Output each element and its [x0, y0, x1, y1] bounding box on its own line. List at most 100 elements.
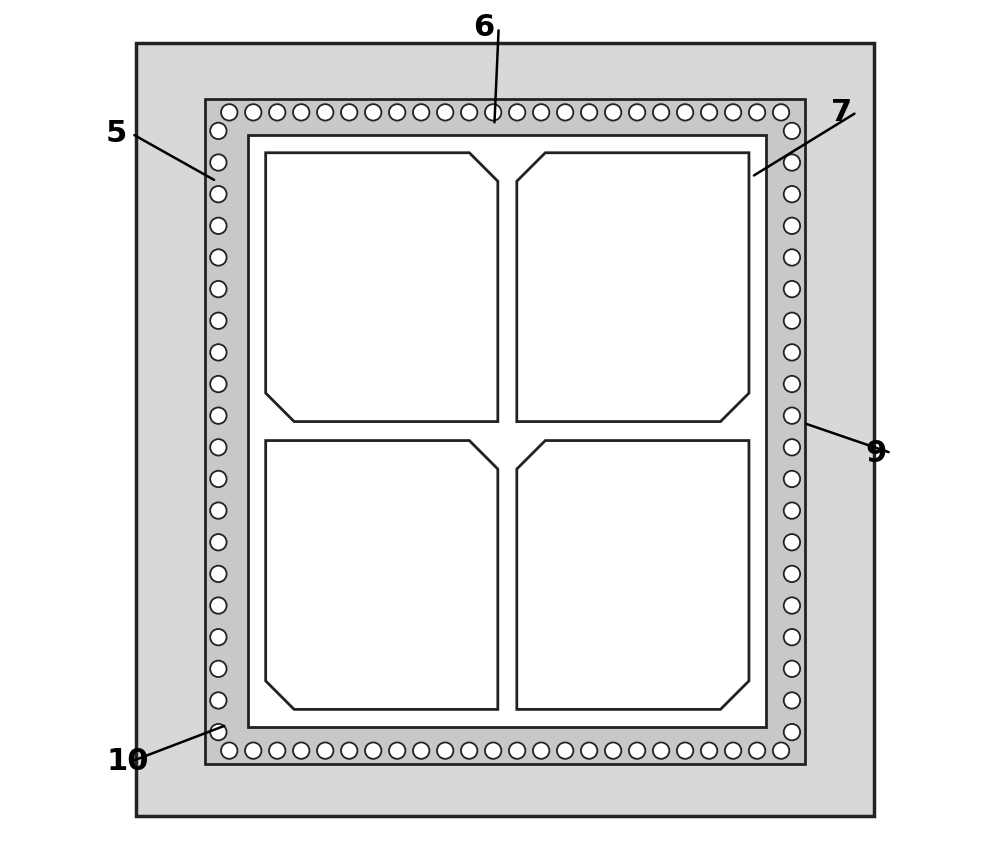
Circle shape: [629, 742, 645, 759]
Circle shape: [210, 661, 226, 677]
Text: 6: 6: [473, 13, 494, 42]
Circle shape: [509, 742, 525, 759]
Circle shape: [210, 312, 226, 329]
Circle shape: [210, 597, 226, 614]
Polygon shape: [266, 440, 498, 709]
Circle shape: [317, 104, 333, 121]
Circle shape: [677, 104, 693, 121]
Circle shape: [784, 597, 800, 614]
Circle shape: [293, 104, 310, 121]
Circle shape: [784, 123, 800, 139]
Circle shape: [784, 154, 800, 171]
Circle shape: [784, 249, 800, 266]
Circle shape: [210, 502, 226, 519]
Circle shape: [210, 123, 226, 139]
Circle shape: [533, 104, 549, 121]
Text: 10: 10: [106, 746, 149, 776]
Circle shape: [784, 407, 800, 424]
Circle shape: [580, 742, 598, 759]
Circle shape: [533, 742, 549, 759]
Circle shape: [784, 312, 800, 329]
Circle shape: [784, 724, 800, 740]
Circle shape: [210, 534, 226, 551]
Circle shape: [210, 724, 226, 740]
Circle shape: [773, 742, 790, 759]
Text: 5: 5: [106, 119, 128, 148]
Circle shape: [784, 217, 800, 234]
Circle shape: [784, 281, 800, 298]
Circle shape: [784, 502, 800, 519]
Circle shape: [725, 742, 741, 759]
Circle shape: [557, 742, 573, 759]
Circle shape: [701, 104, 717, 121]
Bar: [136, 43, 874, 816]
Circle shape: [221, 104, 237, 121]
Circle shape: [269, 104, 286, 121]
Circle shape: [437, 742, 454, 759]
Circle shape: [509, 104, 525, 121]
Circle shape: [245, 742, 262, 759]
Circle shape: [461, 742, 478, 759]
Circle shape: [210, 217, 226, 234]
Circle shape: [210, 439, 226, 456]
Circle shape: [221, 742, 237, 759]
Circle shape: [773, 104, 790, 121]
Circle shape: [784, 566, 800, 582]
Circle shape: [485, 104, 501, 121]
Polygon shape: [517, 440, 748, 709]
Circle shape: [784, 439, 800, 456]
Circle shape: [784, 629, 800, 646]
Circle shape: [389, 104, 405, 121]
Polygon shape: [517, 153, 748, 421]
Circle shape: [210, 186, 226, 202]
Circle shape: [210, 471, 226, 487]
Circle shape: [413, 742, 430, 759]
Circle shape: [784, 376, 800, 392]
Circle shape: [245, 104, 262, 121]
Circle shape: [210, 281, 226, 298]
Circle shape: [210, 407, 226, 424]
Circle shape: [341, 104, 357, 121]
Circle shape: [389, 742, 405, 759]
Circle shape: [210, 692, 226, 709]
Circle shape: [748, 104, 766, 121]
Circle shape: [293, 742, 310, 759]
Circle shape: [784, 344, 800, 361]
Circle shape: [485, 742, 501, 759]
Circle shape: [580, 104, 598, 121]
Circle shape: [784, 692, 800, 709]
Circle shape: [784, 471, 800, 487]
Circle shape: [725, 104, 741, 121]
Circle shape: [784, 534, 800, 551]
Bar: [248, 135, 767, 727]
Bar: [205, 99, 805, 764]
Circle shape: [210, 629, 226, 646]
Circle shape: [365, 104, 381, 121]
Circle shape: [605, 104, 622, 121]
Circle shape: [629, 104, 645, 121]
Circle shape: [210, 376, 226, 392]
Circle shape: [269, 742, 286, 759]
Text: 7: 7: [831, 98, 852, 127]
Circle shape: [437, 104, 454, 121]
Circle shape: [557, 104, 573, 121]
Circle shape: [210, 249, 226, 266]
Circle shape: [461, 104, 478, 121]
Circle shape: [210, 566, 226, 582]
Circle shape: [701, 742, 717, 759]
Circle shape: [784, 661, 800, 677]
Circle shape: [413, 104, 430, 121]
Circle shape: [341, 742, 357, 759]
Text: 9: 9: [865, 438, 887, 468]
Circle shape: [210, 344, 226, 361]
Circle shape: [210, 154, 226, 171]
Circle shape: [605, 742, 622, 759]
Circle shape: [677, 742, 693, 759]
Circle shape: [653, 104, 669, 121]
Circle shape: [748, 742, 766, 759]
Circle shape: [317, 742, 333, 759]
Polygon shape: [266, 153, 498, 421]
Circle shape: [365, 742, 381, 759]
Circle shape: [653, 742, 669, 759]
Circle shape: [784, 186, 800, 202]
